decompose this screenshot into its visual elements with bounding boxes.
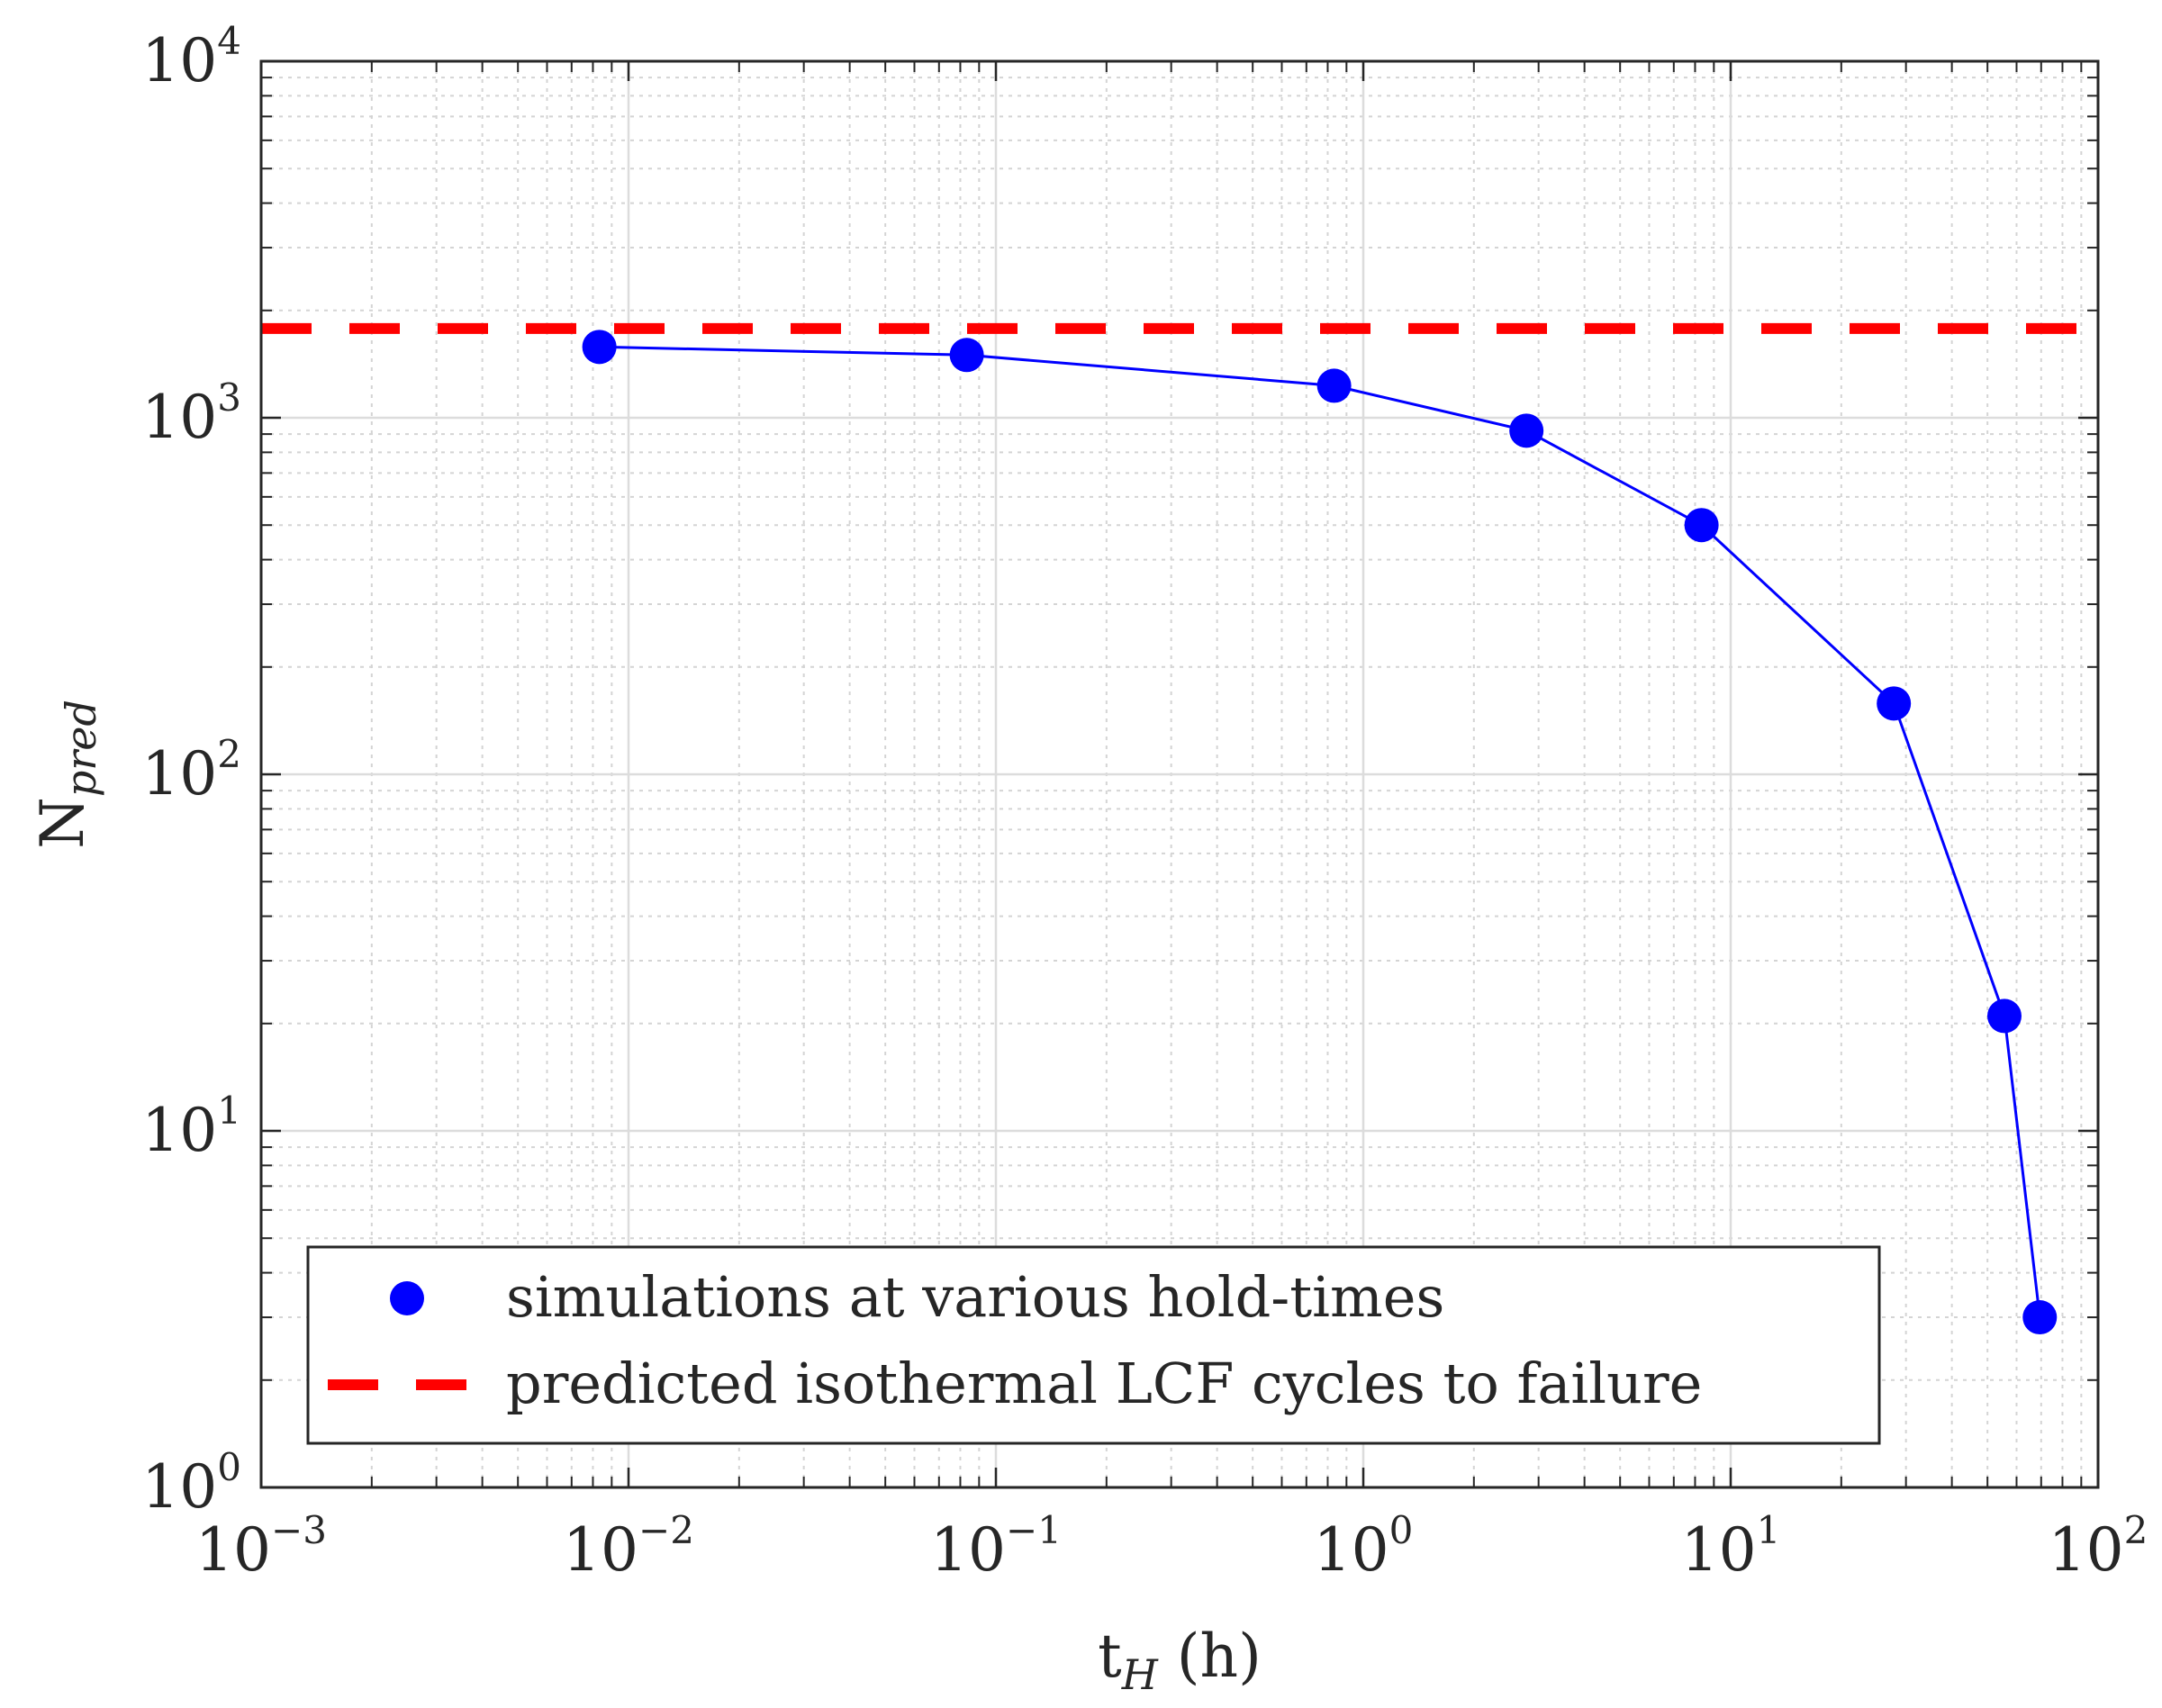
simulation-series-line: [599, 345, 2041, 1318]
x-axis-label: tH (h): [1098, 1622, 1262, 1699]
x-tick-label: 10−3: [195, 1508, 327, 1585]
simulation-data-point: [1316, 368, 1352, 403]
legend-label-simulations: simulations at various hold-times: [506, 1264, 1444, 1330]
y-axis-label: Npred: [28, 700, 105, 849]
simulation-data-point: [1877, 686, 1912, 721]
x-tick-label: 102: [2049, 1508, 2148, 1585]
x-tick-label: 10−2: [563, 1508, 694, 1585]
y-tick-label: 104: [141, 19, 241, 95]
legend-marker-simulations: [390, 1281, 424, 1315]
ticks: [259, 59, 2100, 1489]
x-tick-label: 100: [1314, 1508, 1414, 1585]
simulation-data-point: [582, 330, 617, 365]
y-tick-label: 102: [141, 732, 241, 809]
y-tick-label: 101: [141, 1089, 241, 1165]
simulation-data-point: [1986, 999, 2022, 1034]
y-tick-label: 103: [141, 375, 241, 452]
series-layer: [261, 322, 2098, 1335]
y-tick-label: 100: [141, 1445, 241, 1522]
x-tick-label: 10−1: [930, 1508, 1062, 1585]
legend-label-isothermal: predicted isothermal LCF cycles to failu…: [506, 1351, 1702, 1416]
tick-labels: 10−3 10−2 10−1 100 101 102 100 101 102 103 104: [141, 19, 2148, 1585]
legend-box: [306, 1245, 1881, 1445]
simulation-data-point: [1684, 508, 1719, 543]
simulation-data-point: [1509, 413, 1544, 448]
legend: simulations at various hold-times predic…: [306, 1245, 1881, 1445]
simulation-data-point: [949, 338, 984, 373]
x-tick-label: 101: [1681, 1508, 1781, 1585]
simulation-data-point: [2022, 1300, 2058, 1335]
